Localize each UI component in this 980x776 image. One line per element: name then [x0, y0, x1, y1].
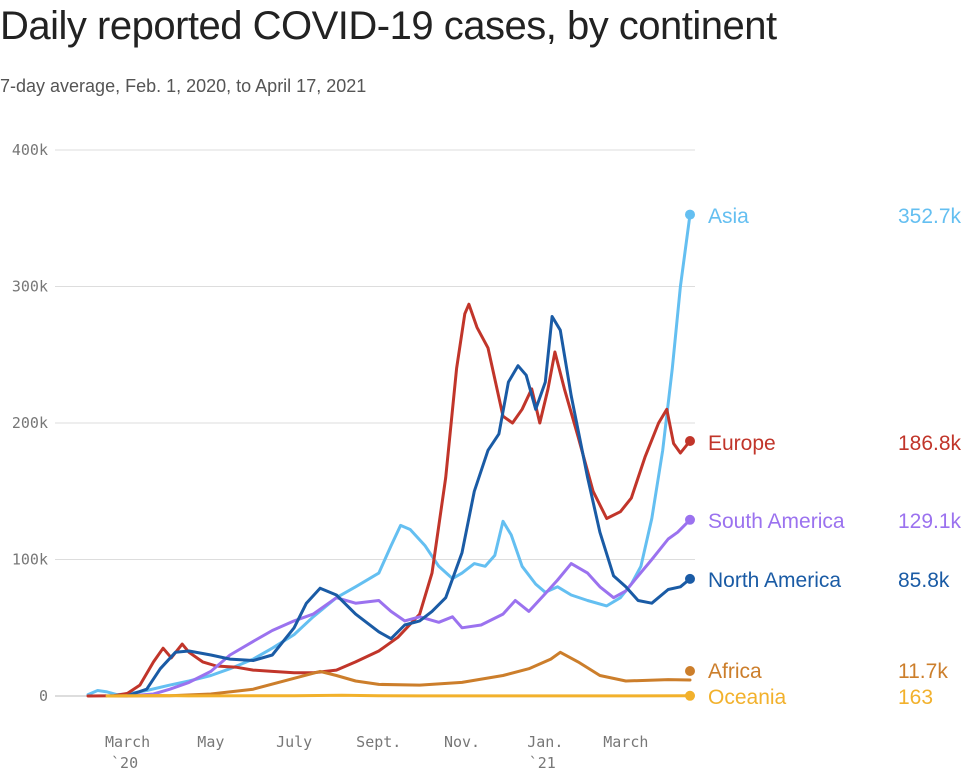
series-name-label-oceania: Oceania [708, 686, 787, 709]
series-name-label-europe: Europe [708, 432, 776, 455]
series-value-label-south-america: 129.1k [898, 510, 962, 533]
series-line-oceania [105, 693, 692, 698]
x-tick-label: March [105, 733, 150, 751]
x-tick-label: Nov. [444, 733, 480, 751]
series-name-label-asia: Asia [708, 205, 749, 228]
series-line-africa [105, 650, 692, 698]
series-end-dot-oceania [685, 690, 695, 701]
y-tick-label: 200k [12, 414, 48, 432]
x-tick-label: July [276, 733, 312, 751]
series-value-label-europe: 186.8k [898, 432, 962, 455]
x-tick-year-label: `20 [111, 754, 138, 772]
x-tick-label: March [603, 733, 648, 751]
x-tick-label: Sept. [356, 733, 401, 751]
series-value-label-north-america: 85.8k [898, 569, 950, 592]
series-value-label-africa: 11.7k [898, 660, 948, 683]
series-end-dot-africa [685, 666, 695, 676]
series-line-north-america [105, 315, 692, 698]
x-tick-label: Jan. [527, 733, 563, 751]
y-tick-label: 300k [12, 278, 48, 296]
x-tick-year-label: `21 [529, 754, 556, 772]
x-tick-label: May [197, 733, 224, 751]
series-line-south-america [105, 518, 692, 698]
series-end-dot-north-america [685, 573, 695, 584]
series-end-dot-europe [685, 436, 695, 447]
series-end-dot-south-america [685, 514, 695, 525]
chart-subtitle: 7-day average, Feb. 1, 2020, to April 17… [0, 76, 367, 96]
chart-title: Daily reported COVID-19 cases, by contin… [0, 4, 777, 48]
series-end-labels: Asia 352.7k Europe 186.8k South America 129.1… [685, 205, 962, 709]
y-tick-label: 100k [12, 551, 48, 569]
y-axis-ticks: 0 100k 200k 300k 400k [12, 141, 48, 705]
series-name-label-south-america: South America [708, 510, 845, 533]
series-value-label-oceania: 163 [898, 686, 933, 709]
series-line-europe [86, 302, 692, 698]
y-tick-label: 400k [12, 141, 48, 159]
series-name-label-north-america: North America [708, 569, 841, 592]
gridlines [55, 149, 695, 697]
series-lines [86, 213, 692, 698]
series-name-label-africa: Africa [708, 660, 762, 683]
y-tick-label: 0 [39, 687, 48, 705]
x-axis-ticks: March `20 May July Sept. Nov. Jan. `21 March [105, 733, 648, 772]
series-end-dot-asia [685, 209, 695, 220]
series-value-label-asia: 352.7k [898, 205, 962, 228]
